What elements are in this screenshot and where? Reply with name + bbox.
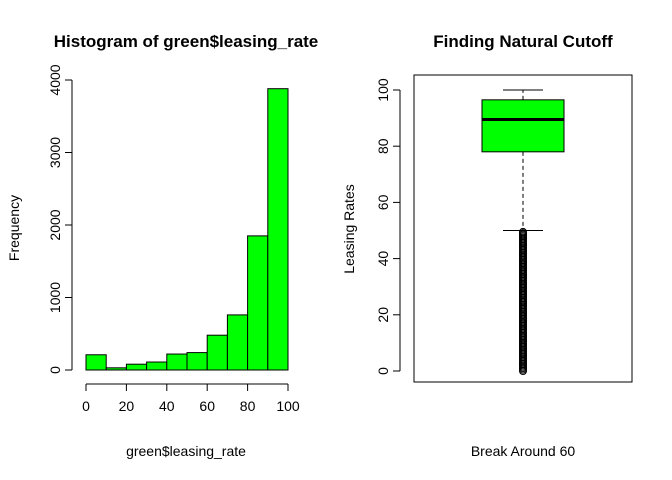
histogram-bar	[85, 354, 107, 371]
histogram-bar	[186, 352, 208, 371]
histogram-y-axis-label: Frequency	[6, 195, 22, 261]
boxplot-frame	[413, 74, 633, 383]
boxplot-y-tick-label: 80	[375, 138, 391, 154]
boxplot-outlier	[519, 227, 527, 236]
histogram-bar	[267, 88, 289, 371]
boxplot-y-tick-label: 100	[375, 78, 391, 102]
histogram-y-tick-label: 1000	[47, 282, 63, 313]
histogram-x-tick-label: 20	[119, 398, 135, 414]
histogram-y-tick-label: 2000	[47, 209, 63, 240]
boxplot-x-axis-label: Break Around 60	[471, 443, 576, 459]
histogram-panel: Histogram of green$leasing_rate green$le…	[6, 32, 318, 459]
histogram-x-axis-label: green$leasing_rate	[126, 443, 246, 459]
histogram-bars	[85, 88, 289, 371]
boxplot-title: Finding Natural Cutoff	[433, 32, 613, 51]
histogram-bar	[206, 334, 228, 371]
boxplot-panel: Finding Natural Cutoff Break Around 60 L…	[341, 32, 633, 459]
histogram-title: Histogram of green$leasing_rate	[54, 32, 319, 51]
histogram-x-tick-label: 40	[159, 398, 175, 414]
boxplot-y-tick-label: 60	[375, 194, 391, 210]
boxplot-body	[481, 89, 565, 231]
boxplot-y-tick-label: 0	[375, 367, 391, 375]
histogram-x-tick-label: 100	[276, 398, 300, 414]
histogram-y-tick-label: 3000	[47, 137, 63, 168]
histogram-x-tick-label: 60	[199, 398, 215, 414]
histogram-bar	[146, 361, 168, 371]
histogram-y-tick-label: 0	[47, 366, 63, 374]
boxplot-y-axis: 0 20 40 60 80 100	[375, 78, 401, 375]
histogram-y-axis: 0 1000 2000 3000 4000	[47, 64, 73, 374]
boxplot-y-axis-label: Leasing Rates	[341, 184, 357, 274]
histogram-bar	[125, 363, 148, 371]
histogram-x-axis: 0 20 40 60 80 100	[82, 383, 300, 414]
boxplot-outliers	[519, 227, 527, 375]
histogram-x-tick-label: 0	[82, 398, 90, 414]
histogram-y-tick-label: 4000	[47, 64, 63, 95]
histogram-bar	[166, 353, 188, 371]
histogram-x-tick-label: 80	[240, 398, 256, 414]
histogram-bar	[226, 314, 249, 371]
boxplot-y-tick-label: 20	[375, 307, 391, 323]
histogram-bar	[105, 367, 127, 371]
boxplot-box	[481, 99, 565, 153]
histogram-bar	[247, 235, 269, 371]
boxplot-y-tick-label: 40	[375, 251, 391, 267]
